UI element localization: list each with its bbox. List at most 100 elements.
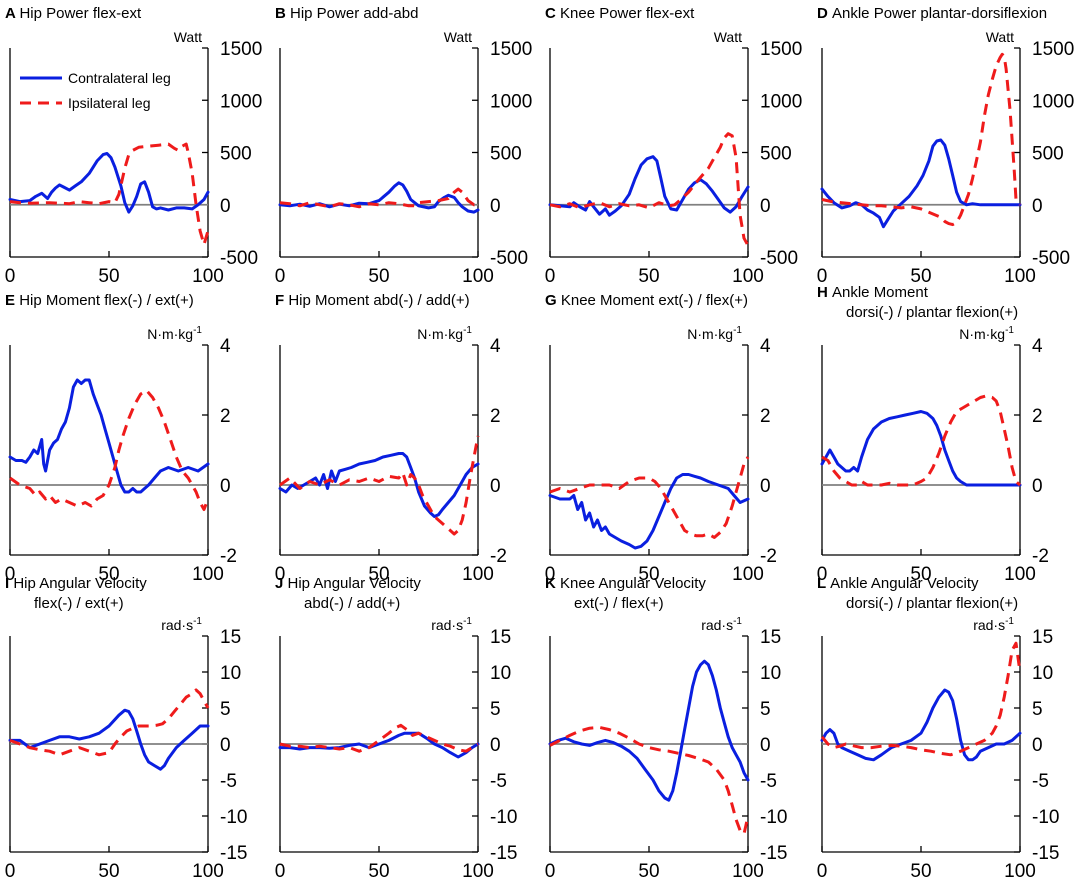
- y-tick-label: 500: [760, 144, 792, 165]
- panel-title-text: Hip Moment flex(-) / ext(+): [19, 292, 194, 309]
- unit-label: Watt: [174, 29, 202, 45]
- ipsilateral-line: [9, 389, 210, 511]
- unit-exponent: -1: [1005, 325, 1014, 336]
- y-tick-label: 5: [490, 699, 501, 720]
- x-tick-label: 50: [368, 266, 389, 287]
- axes: [549, 345, 749, 556]
- y-tick-label: -5: [220, 771, 237, 792]
- y-tick-label: -5: [490, 771, 507, 792]
- panel-letter: E: [5, 292, 19, 309]
- panel-subtitle: ext(-) / flex(+): [574, 595, 664, 612]
- panel-letter: D: [817, 5, 832, 22]
- panel-letter: H: [817, 284, 832, 301]
- panel-letter: J: [275, 575, 288, 592]
- panel-letter: G: [545, 292, 561, 309]
- panel-title: I Hip Angular Velocity: [5, 575, 147, 592]
- unit-label: rad·s-1: [161, 616, 202, 633]
- ipsilateral-line: [549, 456, 750, 539]
- x-tick-label: 0: [817, 861, 828, 882]
- axes: [279, 345, 479, 556]
- y-tick-label: 1000: [490, 91, 532, 112]
- panel-l: L Ankle Angular Velocity dorsi(-) / plant…: [817, 575, 1060, 882]
- panel-title-text: abd(-) / add(+): [304, 595, 400, 612]
- panel-title-text: Hip Power add-abd: [290, 5, 418, 22]
- panel-subtitle: dorsi(-) / plantar flexion(+): [846, 304, 1018, 321]
- x-tick-label: 100: [732, 266, 764, 287]
- panel-title: D Ankle Power plantar-dorsiflexion: [817, 5, 1047, 22]
- x-tick-label: 0: [545, 861, 556, 882]
- y-tick-label: 10: [220, 663, 241, 684]
- unit-exponent: -1: [1005, 616, 1014, 627]
- y-tick-label: 0: [760, 196, 771, 217]
- x-tick-label: 0: [5, 861, 16, 882]
- contralateral-line: [8, 378, 210, 494]
- panel-title-text: Hip Angular Velocity: [13, 575, 147, 592]
- unit-main: rad·s: [161, 617, 193, 633]
- x-tick-label: 50: [98, 861, 119, 882]
- panel-letter: A: [5, 5, 19, 22]
- panel-title: H Ankle Moment: [817, 284, 929, 301]
- ipsilateral-line: [279, 723, 479, 753]
- contralateral-line: [820, 138, 1022, 229]
- y-tick-label: 10: [1032, 663, 1053, 684]
- x-tick-label: 50: [638, 564, 659, 585]
- x-tick-label: 100: [462, 266, 494, 287]
- panel-title-text: flex(-) / ext(+): [34, 595, 124, 612]
- unit-main: Watt: [174, 29, 202, 45]
- y-tick-label: -2: [760, 546, 777, 567]
- unit-label: rad·s-1: [431, 616, 472, 633]
- panel-letter: L: [817, 575, 830, 592]
- unit-exponent: -1: [193, 325, 202, 336]
- unit-main: Watt: [714, 29, 742, 45]
- y-tick-label: -10: [490, 807, 517, 828]
- y-tick-label: -2: [220, 546, 237, 567]
- y-tick-label: 10: [490, 663, 511, 684]
- panel-title: B Hip Power add-abd: [275, 5, 418, 22]
- panel-title-text: ext(-) / flex(+): [574, 595, 664, 612]
- x-tick-label: 50: [910, 266, 931, 287]
- x-tick-label: 50: [98, 266, 119, 287]
- panel-c: C Knee Power flex-ext Watt 0 50 100-500 0 500 1…: [545, 5, 803, 287]
- legend: Contralateral leg Ipsilateral leg: [20, 70, 171, 111]
- y-tick-label: 1500: [220, 39, 262, 60]
- x-tick-label: 100: [732, 564, 764, 585]
- panel-title: K Knee Angular Velocity: [545, 575, 706, 592]
- contralateral-line: [278, 452, 480, 518]
- x-tick-label: 100: [1004, 861, 1036, 882]
- unit-main: N·m·kg: [687, 326, 733, 342]
- panel-title-text: Ankle Angular Velocity: [830, 575, 979, 592]
- panel-letter: B: [275, 5, 290, 22]
- y-tick-label: 15: [1032, 627, 1053, 648]
- y-tick-label: 0: [490, 196, 501, 217]
- panel-subtitle: abd(-) / add(+): [304, 595, 400, 612]
- contralateral-line: [8, 708, 210, 771]
- y-tick-label: 5: [1032, 699, 1043, 720]
- panel-h: H Ankle Moment dorsi(-) / plantar flexion…: [817, 284, 1049, 585]
- x-tick-label: 0: [545, 564, 556, 585]
- unit-label: Watt: [986, 29, 1014, 45]
- y-tick-label: 0: [490, 735, 501, 756]
- contralateral-line: [278, 181, 480, 214]
- y-tick-label: 1000: [1032, 91, 1074, 112]
- panel-title-text: Ankle Power plantar-dorsiflexion: [832, 5, 1047, 22]
- contralateral-line: [548, 659, 750, 802]
- ipsilateral-line: [821, 52, 1022, 227]
- y-tick-label: 4: [220, 336, 231, 357]
- unit-label: N·m·kg-1: [687, 325, 742, 342]
- x-tick-label: 50: [638, 266, 659, 287]
- y-tick-label: 0: [220, 735, 231, 756]
- y-tick-label: 1500: [1032, 39, 1074, 60]
- y-tick-label: 15: [760, 627, 781, 648]
- y-tick-label: 0: [1032, 476, 1043, 497]
- y-tick-label: 4: [490, 336, 501, 357]
- y-tick-label: 0: [220, 476, 231, 497]
- y-tick-label: -5: [760, 771, 777, 792]
- x-tick-label: 100: [192, 861, 224, 882]
- panel-title-text: Hip Angular Velocity: [288, 575, 422, 592]
- y-tick-label: 1000: [220, 91, 262, 112]
- panel-title-text: Knee Moment ext(-) / flex(+): [561, 292, 748, 309]
- x-tick-label: 0: [817, 564, 828, 585]
- y-tick-label: -500: [220, 248, 258, 269]
- x-tick-label: 50: [98, 564, 119, 585]
